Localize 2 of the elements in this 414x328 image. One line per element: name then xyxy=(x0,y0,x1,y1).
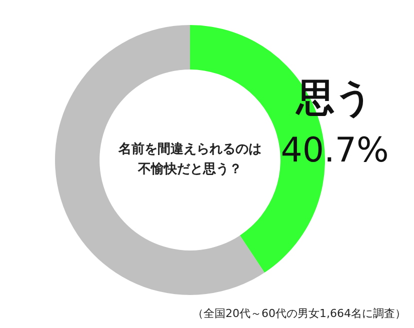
text: （全国20代～60代の男女1,664名に調査） xyxy=(192,306,406,321)
text: 名前を間違えられるのは不愉快だと思う？ xyxy=(117,141,262,179)
